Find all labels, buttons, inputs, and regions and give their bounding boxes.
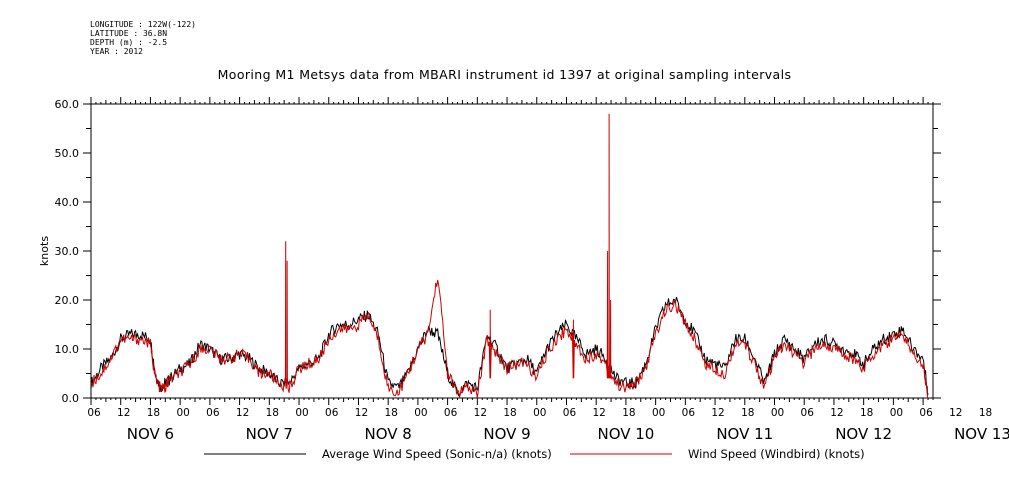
chart-title: Mooring M1 Metsys data from MBARI instru…	[217, 67, 792, 82]
x-tick-label: 12	[949, 407, 962, 419]
x-tick-label: 12	[711, 407, 724, 419]
depth-label: DEPTH (m) : -2.5	[90, 38, 168, 47]
day-label: NOV 10	[597, 425, 654, 443]
y-tick-label: 0.0	[62, 392, 80, 405]
x-tick-label: 18	[979, 407, 992, 419]
day-label: NOV 7	[246, 425, 293, 443]
x-tick-label: 06	[563, 407, 577, 419]
x-tick-label: 06	[919, 407, 933, 419]
day-label: NOV 6	[127, 425, 174, 443]
x-tick-label: 18	[741, 407, 754, 419]
x-tick-label: 12	[474, 407, 487, 419]
x-tick-label: 00	[176, 407, 189, 419]
series-average-wind-speed	[90, 296, 929, 397]
day-label: NOV 11	[716, 425, 773, 443]
x-tick-label: 18	[503, 407, 516, 419]
x-tick-label: 12	[236, 407, 249, 419]
x-tick-label: 06	[325, 407, 339, 419]
longitude-label: LONGITUDE : 122W(-122)	[90, 20, 196, 29]
x-tick-label: 00	[414, 407, 427, 419]
year-label: YEAR : 2012	[90, 47, 143, 56]
x-tick-label: 06	[801, 407, 815, 419]
y-tick-label: 20.0	[55, 294, 80, 307]
x-tick-label: 18	[384, 407, 397, 419]
x-tick-label: 06	[87, 407, 101, 419]
x-tick-label: 06	[444, 407, 458, 419]
axes-layer: 0.0 10.0 20.0 30.0 40.0 50.0 60.0 knots 06 12 18 00…	[38, 97, 1009, 443]
x-tick-label: 12	[117, 407, 130, 419]
legend-label-windbird: Wind Speed (Windbird) (knots)	[688, 447, 865, 461]
x-tick-label: 18	[147, 407, 160, 419]
legend: Average Wind Speed (Sonic-n/a) (knots) Wi…	[204, 447, 865, 461]
x-tick-label: 00	[890, 407, 903, 419]
day-label: NOV 9	[483, 425, 530, 443]
x-tick-label: 06	[682, 407, 696, 419]
x-tick-label: 00	[295, 407, 308, 419]
series-layer	[90, 113, 929, 399]
metadata-block: LONGITUDE : 122W(-122) LATITUDE : 36.8N DE…	[90, 20, 196, 56]
y-tick-label: 30.0	[55, 245, 80, 258]
day-label: NOV 8	[365, 425, 412, 443]
series-windbird-wind-speed	[90, 113, 929, 399]
x-tick-label: 12	[830, 407, 843, 419]
x-tick-label: 12	[593, 407, 606, 419]
x-tick-label: 00	[652, 407, 665, 419]
y-tick-label: 10.0	[55, 343, 80, 356]
x-tick-label: 18	[860, 407, 873, 419]
legend-label-average: Average Wind Speed (Sonic-n/a) (knots)	[322, 447, 552, 461]
y-tick-label: 50.0	[55, 147, 80, 160]
x-tick-label: 00	[771, 407, 784, 419]
x-tick-label: 18	[622, 407, 635, 419]
latitude-label: LATITUDE : 36.8N	[90, 29, 168, 38]
x-tick-label: 06	[206, 407, 220, 419]
y-tick-label: 60.0	[55, 98, 80, 111]
x-tick-label: 18	[266, 407, 279, 419]
x-tick-label: 12	[355, 407, 368, 419]
y-axis-label: knots	[38, 236, 51, 266]
y-tick-label: 40.0	[55, 196, 80, 209]
x-tick-label: 00	[533, 407, 546, 419]
day-label: NOV 13	[954, 425, 1009, 443]
day-label: NOV 12	[835, 425, 892, 443]
